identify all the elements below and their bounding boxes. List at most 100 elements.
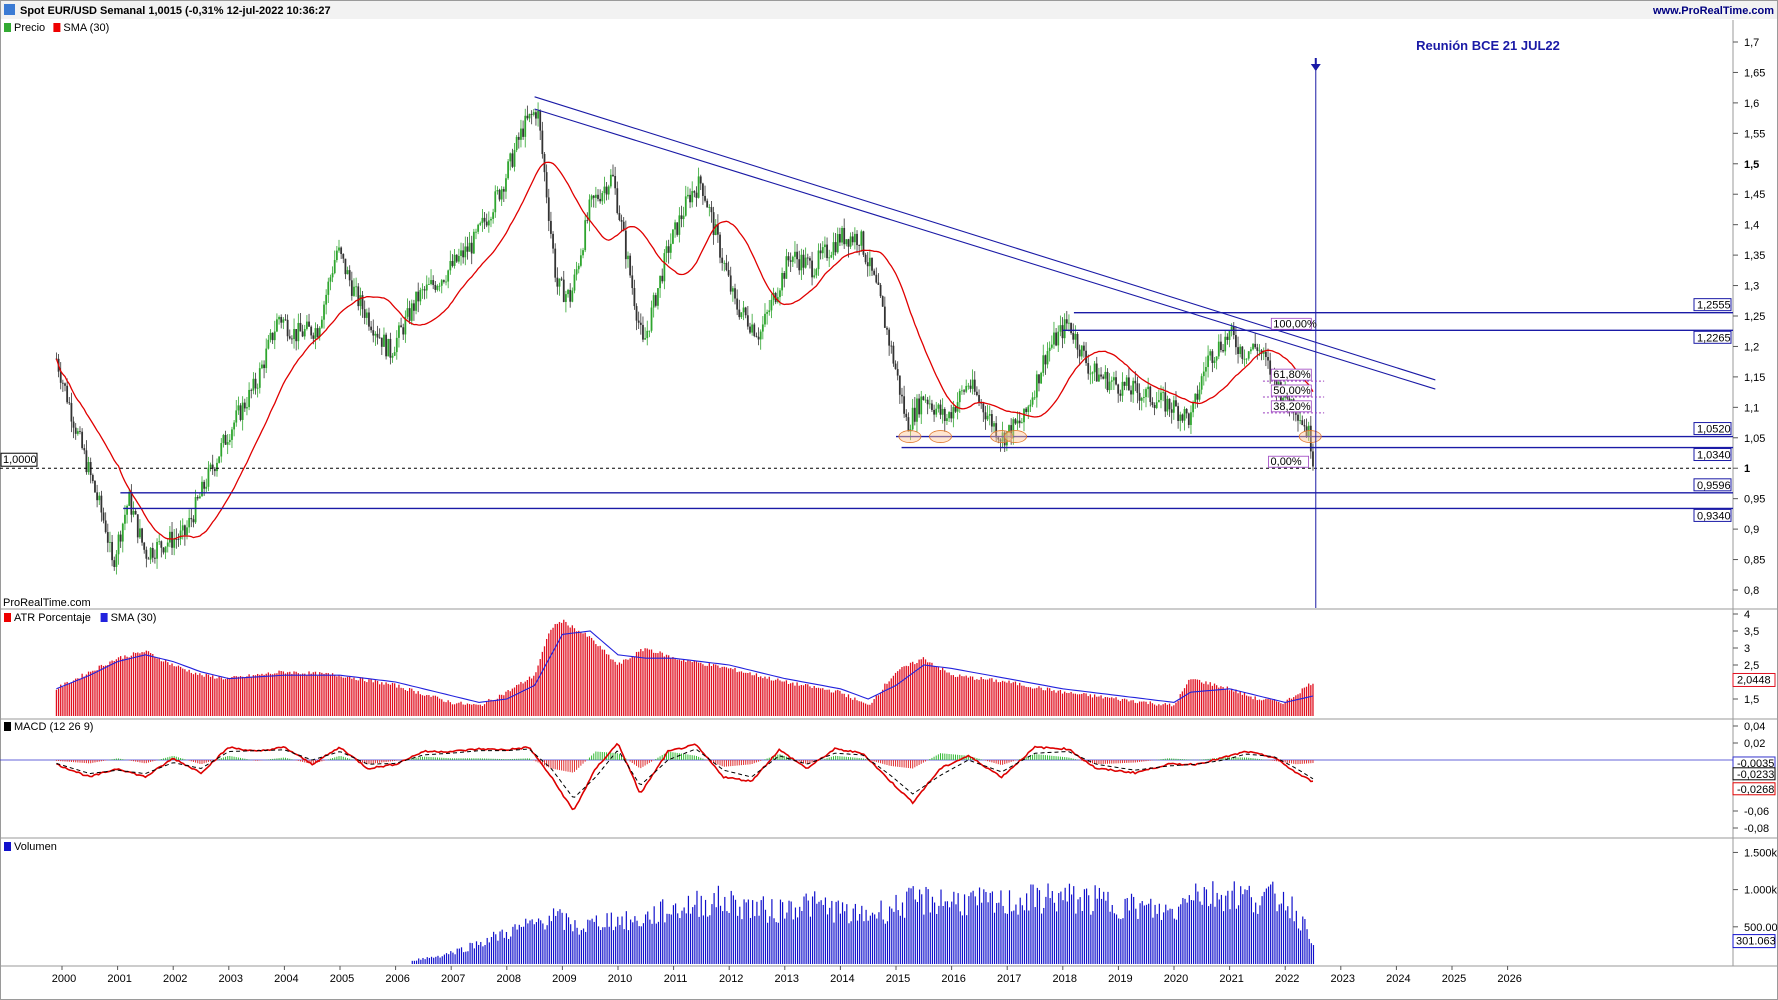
x-tick-label: 2023	[1331, 973, 1355, 985]
price-y-tick-label: 1	[1744, 463, 1750, 475]
price-candle-body	[115, 554, 118, 567]
price-candle-body	[1012, 419, 1015, 439]
price-candle-body	[254, 378, 257, 389]
price-candle-body	[749, 326, 751, 333]
price-y-tick-label: 1,25	[1744, 311, 1765, 323]
watermark: ProRealTime.com	[3, 597, 91, 609]
x-tick-label: 2020	[1164, 973, 1188, 985]
price-candle-body	[1157, 400, 1160, 403]
price-candle-body	[1050, 344, 1053, 348]
price-candle-body	[943, 408, 946, 422]
price-candle-body	[1106, 371, 1109, 391]
price-candle-body	[907, 417, 910, 432]
fib-label-box	[1270, 317, 1312, 330]
price-candle-body	[1023, 408, 1025, 423]
price-candle-body	[502, 189, 505, 192]
atr-value-box	[1732, 672, 1776, 687]
fib-label-box	[1270, 368, 1312, 381]
x-tick-label: 2006	[385, 973, 409, 985]
header-bar	[1, 1, 1777, 19]
price-candle-body	[417, 291, 420, 302]
price-candle-body	[481, 217, 484, 224]
price-candle-body	[659, 275, 661, 289]
price-y-tick-label: 0,95	[1744, 494, 1765, 506]
macd-value-label: -0,0268	[1737, 784, 1774, 796]
price-candle-body	[1070, 322, 1072, 333]
price-candle-body	[455, 254, 458, 262]
price-candle-body	[693, 191, 696, 193]
price-candle-body	[809, 258, 811, 261]
price-candle-body	[320, 319, 323, 328]
price-candle-body	[796, 251, 798, 260]
price-candle-body	[558, 278, 561, 287]
macd-value-label: -0,0035	[1737, 758, 1774, 770]
price-candle-body	[984, 412, 987, 420]
price-candle-body	[691, 191, 694, 203]
price-levels: 1,2555 1,2265 1,0520 1,0340 0,9596 0,9340 1,00…	[0, 298, 1733, 522]
price-candle-body	[1179, 414, 1182, 421]
price-candle-body	[1181, 414, 1184, 421]
price-candle-body	[716, 224, 719, 235]
price-candle-body	[988, 414, 991, 416]
price-candle-body	[312, 335, 315, 339]
price-candle-body	[1130, 390, 1132, 395]
price-candle-body	[496, 190, 499, 192]
price-candle-body	[928, 403, 931, 405]
price-candle-body	[888, 329, 891, 346]
price-candle-body	[1003, 432, 1006, 446]
price-candle-body	[64, 383, 66, 386]
macd-panel: MACD (12 26 9) 0,040,02-0,06-0,08-0,0035-…	[0, 721, 1776, 835]
price-candle-body	[1029, 404, 1032, 407]
price-candle-body	[646, 330, 649, 339]
price-candle-body	[738, 309, 741, 318]
x-tick-label: 2008	[497, 973, 521, 985]
atr-sma-line	[56, 630, 1314, 703]
price-candle-body	[1301, 420, 1304, 426]
price-candle-body	[550, 220, 552, 234]
price-candle-body	[1110, 380, 1113, 382]
price-candle-body	[475, 231, 477, 233]
price-candle-body	[958, 390, 961, 403]
price-candle-body	[1025, 408, 1028, 412]
price-y-tick-label: 1,05	[1744, 433, 1765, 445]
price-candle-body	[325, 294, 328, 305]
price-candle-body	[937, 404, 940, 409]
price-y-axis: 1,7 1,65 1,6 1,55 1,5 1,45 1,4 1,35 1,3 1,25 1,2 1,…	[1733, 37, 1765, 597]
price-candle-body	[721, 257, 724, 263]
x-tick-label: 2004	[274, 973, 298, 985]
price-candle-body	[288, 336, 291, 339]
price-candle-body	[731, 288, 734, 292]
volume-value-label: 301.063	[1736, 936, 1776, 948]
price-candle-body	[687, 194, 689, 197]
price-candle-body	[1160, 392, 1162, 401]
x-tick-label: 2019	[1108, 973, 1132, 985]
price-legend: Precio SMA (30)	[4, 22, 109, 34]
price-candle-body	[975, 391, 978, 396]
price-candle-body	[109, 541, 111, 543]
price-candle-body	[605, 186, 608, 195]
price-candle-body	[66, 385, 69, 403]
price-candle-body	[1194, 393, 1197, 403]
price-candle-body	[432, 280, 435, 285]
site-link[interactable]: www.ProRealTime.com	[1652, 5, 1774, 17]
price-y-tick-label: 1,65	[1744, 67, 1765, 79]
price-candle-body	[986, 415, 989, 420]
price-candle-body	[357, 286, 360, 307]
price-candle-body	[862, 231, 865, 255]
x-tick-label: 2007	[441, 973, 465, 985]
price-candle-body	[353, 286, 355, 296]
price-candle-body	[438, 285, 441, 287]
price-candle-body	[911, 407, 914, 430]
price-candle-body	[378, 337, 381, 339]
price-candle-body	[1031, 397, 1034, 405]
price-candle-body	[201, 481, 203, 497]
price-candle-body	[856, 233, 858, 246]
price-candle-body	[457, 255, 460, 262]
price-candle-body	[710, 207, 713, 213]
price-candle-body	[186, 527, 188, 536]
price-candle-body	[267, 339, 270, 349]
price-candle-body	[415, 291, 417, 311]
price-candle-body	[1142, 397, 1145, 399]
price-candle-body	[552, 233, 554, 249]
price-candle-body	[246, 407, 248, 409]
